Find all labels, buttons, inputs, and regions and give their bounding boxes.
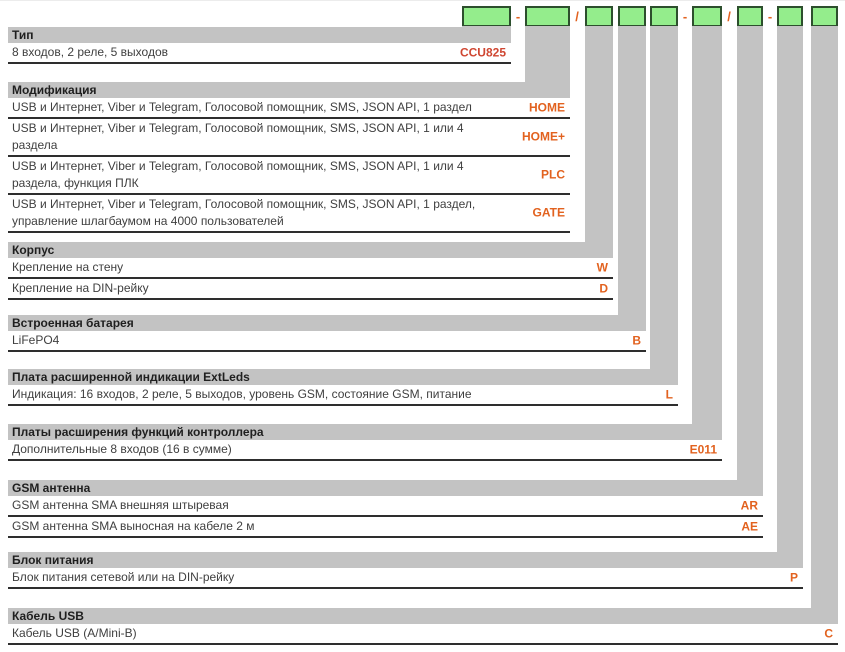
section-title: Блок питания [8, 552, 803, 568]
option-code: PLC [541, 167, 565, 182]
option-row: Крепление на стену W [8, 258, 613, 279]
option-text: 8 входов, 2 реле, 5 выходов [12, 45, 169, 59]
option-row: Блок питания сетевой или на DIN-рейку P [8, 568, 803, 589]
code-slot-box [462, 6, 511, 27]
code-separator: / [575, 9, 579, 24]
connector-column [618, 26, 646, 331]
option-text: Дополнительные 8 входов (16 в сумме) [12, 442, 232, 456]
option-text: Крепление на стену [12, 260, 124, 274]
section-title: Модификация [8, 82, 570, 98]
option-code: CCU825 [459, 45, 506, 59]
option-code: HOME [529, 100, 565, 114]
code-slot-box [650, 6, 678, 27]
connector-column [811, 26, 838, 624]
connector-column [777, 26, 803, 568]
option-text: GSM антенна SMA выносная на кабеле 2 м [12, 519, 255, 533]
code-separator: - [515, 9, 521, 24]
code-slot-box [618, 6, 646, 27]
option-code: D [599, 281, 608, 295]
option-code: AR [740, 498, 758, 512]
option-code: B [632, 333, 641, 347]
option-code: GATE [532, 205, 565, 220]
section: Встроенная батарея LiFePO4 B [8, 315, 646, 352]
section: Тип 8 входов, 2 реле, 5 выходов CCU825 [8, 27, 511, 64]
option-row: USB и Интернет, Viber и Telegram, Голосо… [8, 119, 570, 157]
option-row: LiFePO4 B [8, 331, 646, 352]
code-separator: / [727, 9, 731, 24]
option-row: Крепление на DIN-рейку D [8, 279, 613, 300]
option-text: Кабель USB (A/Mini-B) [12, 626, 137, 640]
section: Блок питания Блок питания сетевой или на … [8, 552, 803, 589]
section: Модификация USB и Интернет, Viber и Teleg… [8, 82, 570, 233]
code-slot-box [737, 6, 763, 27]
option-row: USB и Интернет, Viber и Telegram, Голосо… [8, 157, 570, 195]
code-slot-box [692, 6, 722, 27]
option-row: USB и Интернет, Viber и Telegram, Голосо… [8, 98, 570, 119]
option-text: Крепление на DIN-рейку [12, 281, 149, 295]
section-title: Тип [8, 27, 511, 43]
section-title: Встроенная батарея [8, 315, 646, 331]
connector-column [650, 26, 678, 385]
section-title: Плата расширенной индикации ExtLeds [8, 369, 678, 385]
option-text: USB и Интернет, Viber и Telegram, Голосо… [12, 121, 464, 152]
code-separator: - [767, 9, 773, 24]
option-text: USB и Интернет, Viber и Telegram, Голосо… [12, 159, 464, 190]
section-title: Платы расширения функций контроллера [8, 424, 722, 440]
option-text: USB и Интернет, Viber и Telegram, Голосо… [12, 197, 476, 228]
section: Кабель USB Кабель USB (A/Mini-B) C [8, 608, 838, 645]
option-row: USB и Интернет, Viber и Telegram, Голосо… [8, 195, 570, 233]
option-row: Кабель USB (A/Mini-B) C [8, 624, 838, 645]
code-separator: - [682, 9, 688, 24]
option-code: C [824, 626, 833, 640]
code-slot-box [525, 6, 570, 27]
section-title: Кабель USB [8, 608, 838, 624]
section: Корпус Крепление на стену W Крепление на DI… [8, 242, 613, 300]
option-row: Индикация: 16 входов, 2 реле, 5 выходов,… [8, 385, 678, 406]
option-row: GSM антенна SMA внешняя штыревая AR [8, 496, 763, 517]
option-text: Блок питания сетевой или на DIN-рейку [12, 570, 235, 584]
option-row: Дополнительные 8 входов (16 в сумме) E011 [8, 440, 722, 461]
option-code: HOME+ [521, 129, 565, 144]
option-text: Индикация: 16 входов, 2 реле, 5 выходов,… [12, 387, 472, 401]
option-text: LiFePO4 [12, 333, 60, 347]
connector-column [737, 26, 763, 496]
connector-column [692, 26, 722, 440]
code-slot-box [811, 6, 838, 27]
option-text: GSM антенна SMA внешняя штыревая [12, 498, 229, 512]
section: GSM антенна GSM антенна SMA внешняя штыре… [8, 480, 763, 538]
connector-column [585, 26, 613, 258]
section: Платы расширения функций контроллера Допо… [8, 424, 722, 461]
section-title: GSM антенна [8, 480, 763, 496]
code-slot-box [585, 6, 613, 27]
option-code: AE [741, 519, 758, 533]
option-code: L [665, 387, 673, 401]
option-row: 8 входов, 2 реле, 5 выходов CCU825 [8, 43, 511, 64]
option-text: USB и Интернет, Viber и Telegram, Голосо… [12, 100, 472, 114]
section-title: Корпус [8, 242, 613, 258]
section: Плата расширенной индикации ExtLeds Индик… [8, 369, 678, 406]
code-slot-box [777, 6, 803, 27]
option-row: GSM антенна SMA выносная на кабеле 2 м AE [8, 517, 763, 538]
option-code: E011 [689, 442, 717, 456]
option-code: W [596, 260, 608, 274]
option-code: P [789, 570, 798, 584]
